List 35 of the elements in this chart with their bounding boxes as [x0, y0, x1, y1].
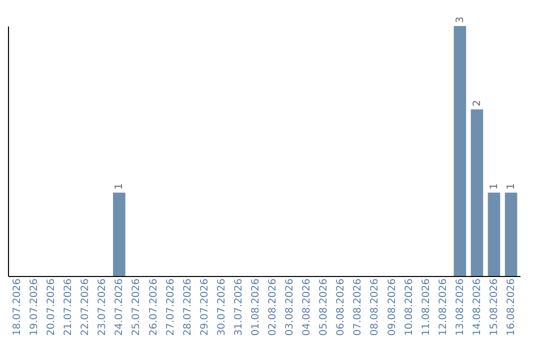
x-tick-label: 30.07.2026	[216, 278, 228, 336]
x-tick-label: 12.08.2026	[438, 278, 449, 336]
x-tick-label: 31.07.2026	[233, 278, 244, 336]
x-tick-label: 03.08.2026	[284, 278, 296, 336]
x-tick-label: 15.08.2026	[489, 278, 500, 336]
x-tick-label: 11.08.2026	[420, 278, 432, 336]
x-tick-label: 27.07.2026	[165, 278, 176, 336]
data-label: 1	[489, 183, 500, 190]
x-tick-label: 04.08.2026	[302, 278, 313, 336]
x-tick-label: 29.07.2026	[199, 278, 210, 336]
x-tick-label: 02.08.2026	[268, 278, 279, 336]
x-tick-label: 13.08.2026	[454, 278, 466, 336]
x-tick-label: 14.08.2026	[472, 278, 483, 336]
x-tick-label: 18.07.2026	[12, 278, 23, 336]
data-label: 3	[454, 16, 466, 23]
x-tick-label: 08.08.2026	[370, 278, 381, 336]
data-label: 1	[114, 183, 126, 190]
x-tick-label: 06.08.2026	[336, 278, 347, 336]
x-tick-label: 23.07.2026	[97, 278, 108, 336]
x-tick-label: 19.07.2026	[28, 278, 40, 336]
x-tick-label: 16.08.2026	[506, 278, 518, 336]
x-tick-label: 09.08.2026	[386, 278, 398, 336]
x-tick-label: 26.07.2026	[148, 278, 160, 336]
x-tick-label: 28.07.2026	[182, 278, 194, 336]
x-tick-label: 22.07.2026	[80, 278, 92, 336]
x-tick-label: 24.07.2026	[114, 278, 126, 336]
x-tick-label: 01.08.2026	[250, 278, 262, 336]
data-label: 1	[506, 183, 518, 190]
x-tick-label: 21.07.2026	[63, 278, 74, 336]
x-tick-label: 20.07.2026	[46, 278, 58, 336]
data-label: 2	[472, 100, 483, 106]
x-tick-label: 05.08.2026	[318, 278, 330, 336]
x-tick-label: 25.07.2026	[131, 278, 142, 336]
x-tick-label: 07.08.2026	[352, 278, 364, 336]
x-tick-label: 10.08.2026	[404, 278, 415, 336]
